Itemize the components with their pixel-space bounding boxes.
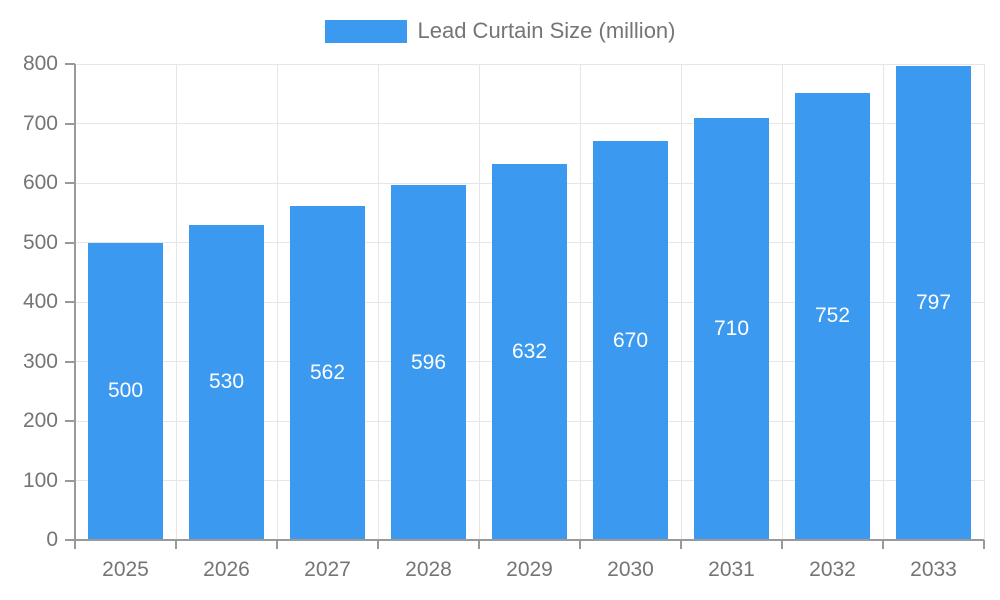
x-tick-label: 2028 [405,558,452,581]
x-axis-tick [377,540,379,549]
bar [189,224,264,540]
gridline-vertical [579,64,581,540]
y-tick-label: 500 [22,230,58,254]
x-tick-label: 2030 [607,558,654,581]
gridline-vertical [377,64,379,540]
gridline-vertical [781,64,783,540]
x-axis-tick [680,540,682,549]
y-axis-tick [65,301,75,303]
y-axis-tick [65,539,75,541]
legend-swatch [324,19,407,43]
y-axis-tick [65,182,75,184]
x-axis-tick [781,540,783,549]
gridline-vertical [680,64,682,540]
x-tick-label: 2031 [708,558,755,581]
gridline-horizontal [75,63,984,65]
x-tick-label: 2029 [506,558,553,581]
x-tick-label: 2032 [809,558,856,581]
y-tick-label: 300 [22,349,58,373]
bar [795,92,870,540]
y-axis-tick [65,360,75,363]
bar-value-label: 530 [208,370,245,394]
y-axis-tick [65,420,75,422]
gridline-vertical [276,64,278,540]
gridline-vertical [175,64,177,540]
x-tick-label: 2027 [304,558,351,581]
y-tick-label: 0 [46,528,58,551]
bar [391,185,466,540]
y-tick-label: 800 [22,52,58,75]
bar [492,163,567,540]
y-axis-tick [65,63,75,65]
x-axis-tick [579,540,581,549]
bar [88,242,163,540]
y-tick-label: 700 [22,111,58,135]
gridline-vertical [478,64,480,540]
legend-item[interactable]: Lead Curtain Size (million) [0,17,1000,45]
gridline-vertical [882,64,884,540]
bar-value-label: 632 [511,339,548,363]
y-tick-label: 400 [22,290,58,313]
y-axis-line [74,64,76,541]
x-axis-tick [983,540,985,549]
y-axis-tick [65,122,75,125]
bar-value-label: 500 [107,379,144,403]
x-axis-tick [478,540,480,549]
x-axis-line [75,539,984,541]
gridline-vertical [983,64,985,540]
bar [593,141,668,540]
bar-value-label: 710 [713,316,750,340]
bar [290,205,365,540]
x-axis-tick [175,540,177,549]
y-tick-label: 600 [22,171,58,194]
y-tick-label: 200 [22,409,58,432]
bar-value-label: 797 [915,290,952,314]
x-tick-label: 2026 [203,558,250,581]
x-axis-tick [74,540,76,549]
y-axis-tick [65,241,75,244]
x-axis-tick [882,540,884,549]
y-tick-label: 100 [22,468,58,492]
bar-value-label: 752 [814,304,851,328]
legend-label: Lead Curtain Size (million) [417,18,676,43]
bar [694,117,769,540]
gridline-horizontal [75,123,984,124]
bar-value-label: 562 [309,360,346,384]
x-tick-label: 2025 [102,558,149,581]
x-tick-label: 2033 [910,558,957,581]
y-axis-tick [65,479,75,482]
bar-value-label: 596 [410,350,447,374]
bar-value-label: 670 [612,328,649,352]
bar [896,65,971,540]
x-axis-tick [276,540,278,549]
